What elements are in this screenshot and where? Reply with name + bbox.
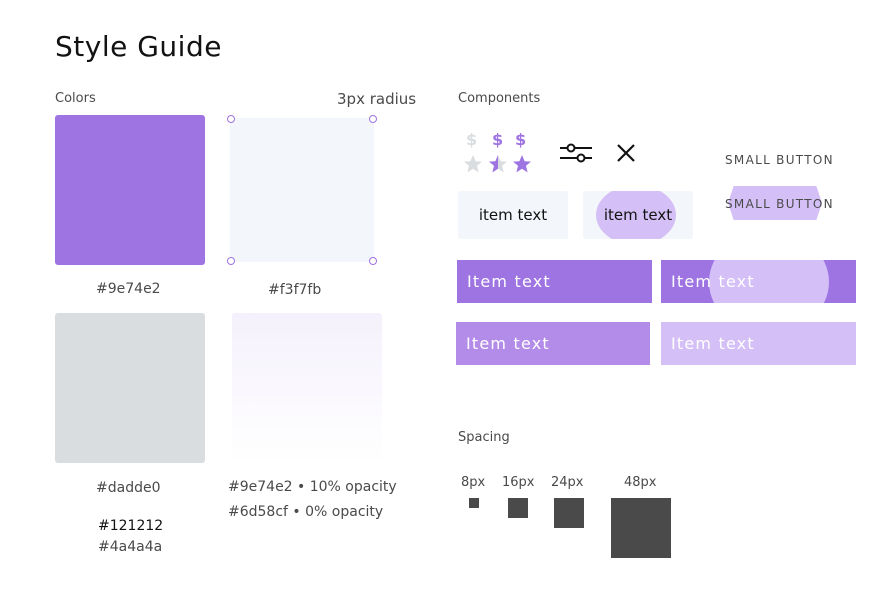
item-button-hover[interactable]: item text [583, 191, 693, 239]
big-button-label: Item text [671, 334, 755, 353]
gradient-label-top: #9e74e2 • 10% opacity [228, 479, 397, 495]
item-button-hover-label: item text [603, 206, 673, 224]
resize-handle-bl [227, 257, 235, 265]
small-button-hover-bg [728, 186, 822, 220]
close-icon[interactable] [616, 143, 636, 163]
spacing-label-48: 48px [624, 475, 657, 490]
item-button-label: item text [478, 206, 548, 224]
spacing-square-48 [611, 498, 671, 558]
spacing-label-16: 16px [502, 475, 535, 490]
resize-handle-tl [227, 115, 235, 123]
big-button-primary[interactable]: Item text [457, 260, 652, 303]
spacing-section-label: Spacing [458, 430, 510, 445]
item-button[interactable]: item text [458, 191, 568, 239]
star-icon [464, 155, 482, 173]
half-star-icon [489, 155, 507, 173]
small-button-hover[interactable]: SMALL BUTTON [725, 197, 834, 211]
ripple-circle [709, 260, 829, 303]
swatch-gray-label: #dadde0 [96, 480, 161, 496]
radius-note: 3px radius [337, 90, 417, 108]
text-color-medium: #4a4a4a [98, 539, 163, 555]
big-button-label: Item text [466, 334, 550, 353]
page-title: Style Guide [55, 30, 222, 63]
big-button-label: Item text [671, 272, 755, 291]
dollar-icon: $ [466, 130, 478, 149]
big-button-disabled[interactable]: Item text [661, 322, 856, 365]
swatch-primary-label: #9e74e2 [96, 281, 161, 297]
swatch-gray [55, 313, 205, 463]
spacing-label-24: 24px [551, 475, 584, 490]
dollar-icon: $ [515, 130, 527, 149]
components-section-label: Components [458, 91, 541, 106]
spacing-square-16 [508, 498, 528, 518]
swatch-gradient [232, 313, 382, 463]
big-button-primary-hover[interactable]: Item text [661, 260, 856, 303]
sliders-icon[interactable] [559, 142, 593, 164]
swatch-primary-purple [55, 115, 205, 265]
dollar-icon: $ [492, 130, 504, 149]
big-button-secondary[interactable]: Item text [456, 322, 650, 365]
gradient-label-bottom: #6d58cf • 0% opacity [228, 504, 384, 520]
big-button-label: Item text [467, 272, 551, 291]
resize-handle-tr [369, 115, 377, 123]
spacing-square-24 [554, 498, 584, 528]
swatch-light-gray [230, 118, 374, 262]
ripple-circle [596, 191, 676, 239]
resize-handle-br [369, 257, 377, 265]
spacing-label-8: 8px [461, 475, 486, 490]
colors-section-label: Colors [55, 91, 96, 106]
star-icon [513, 155, 531, 173]
small-button[interactable]: SMALL BUTTON [725, 153, 834, 167]
text-color-dark: #121212 [98, 518, 164, 534]
swatch-light-label: #f3f7fb [268, 282, 322, 298]
spacing-square-8 [469, 498, 479, 508]
